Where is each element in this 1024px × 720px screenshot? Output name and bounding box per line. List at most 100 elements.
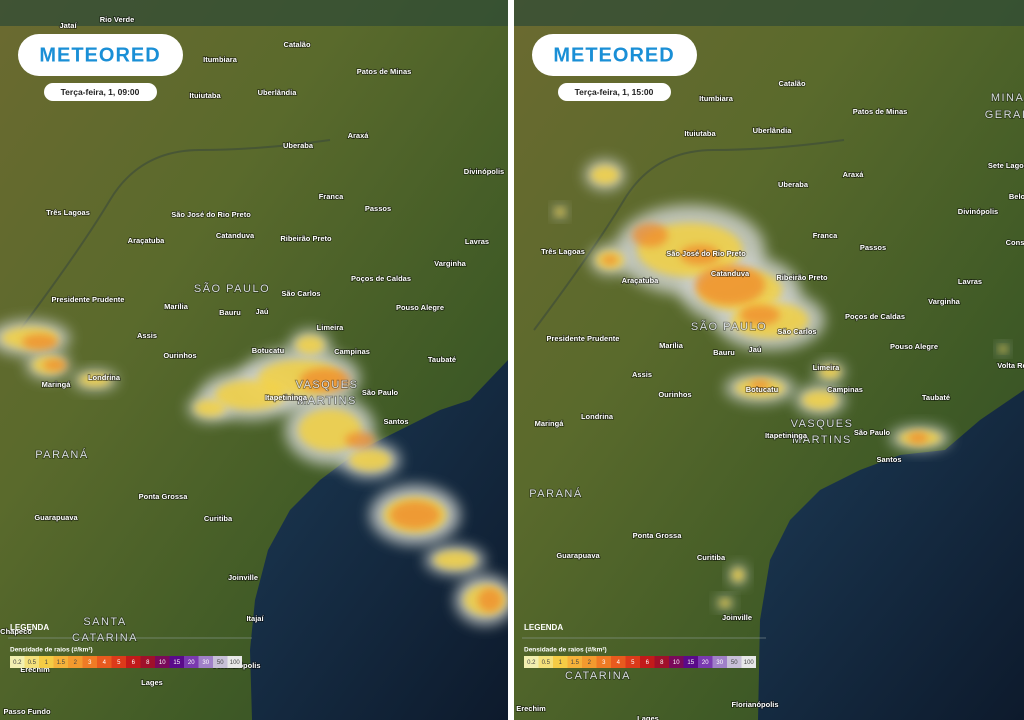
storm-area: [349, 449, 391, 471]
storm-area: [79, 374, 111, 386]
legend-title: LEGENDA: [10, 623, 49, 632]
place-label: Assis: [632, 370, 652, 379]
logo-pill: [18, 34, 183, 76]
place-label: Cons: [1006, 238, 1024, 247]
place-label: Londrina: [88, 373, 121, 382]
legend-swatch: [82, 656, 97, 668]
place-label: Jaú: [256, 307, 269, 316]
map-panel: MINAS GERAIS SÃO PAULO VASQUES MARTINS PARANÁ…: [514, 0, 1024, 720]
legend-value: 6: [646, 660, 650, 666]
place-label: Divinópolis: [958, 207, 998, 216]
place-label: Guarapuava: [34, 513, 78, 522]
place-label: Santos: [383, 417, 408, 426]
panel-divider: [508, 0, 514, 720]
legend-swatch: [596, 656, 611, 668]
legend-swatch: [582, 656, 597, 668]
storm-core: [300, 368, 350, 392]
legend-value: 6: [132, 660, 136, 666]
place-label: Bauru: [219, 308, 241, 317]
legend-swatch: [140, 656, 155, 668]
place-label: Assis: [137, 331, 157, 340]
legend-swatch: [68, 656, 83, 668]
legend-swatch: [611, 656, 626, 668]
region-label: MINAS: [991, 92, 1024, 104]
legend-value: 3: [88, 660, 92, 666]
place-label: Maringá: [42, 380, 72, 389]
place-label: Patos de Minas: [853, 107, 908, 116]
place-label: São José do Rio Preto: [666, 249, 746, 258]
place-label: Pouso Alegre: [890, 342, 938, 351]
legend-swatch: [538, 656, 553, 668]
legend-swatch: [39, 656, 54, 668]
place-label: Catalão: [283, 40, 311, 49]
place-label: Guarapuava: [556, 551, 600, 560]
place-label: Uberaba: [778, 180, 809, 189]
place-label: Uberlândia: [258, 88, 298, 97]
legend-value: 30: [716, 660, 723, 666]
place-label: São José do Rio Preto: [171, 210, 251, 219]
legend-value: 10: [673, 660, 680, 666]
place-label: Botucatu: [252, 346, 285, 355]
place-label: Ribeirão Preto: [776, 273, 828, 282]
place-label: Varginha: [928, 297, 961, 306]
place-label: Ponta Grossa: [633, 531, 683, 540]
place-label: São Carlos: [281, 289, 320, 298]
place-label: Belo: [1009, 192, 1024, 201]
place-label: São Carlos: [777, 327, 816, 336]
storm-core: [740, 305, 780, 325]
place-label: Santos: [876, 455, 901, 464]
place-label: Itumbiara: [699, 94, 734, 103]
place-label: Varginha: [434, 259, 467, 268]
place-label: Londrina: [581, 412, 614, 421]
place-label: Lages: [637, 714, 659, 720]
region-label: PARANÁ: [529, 487, 582, 500]
storm-core: [602, 255, 618, 265]
ocean: [250, 360, 508, 720]
storm-area: [732, 569, 744, 581]
legend-value: 10: [159, 660, 166, 666]
storm-core: [22, 334, 58, 350]
time-pill: [44, 83, 157, 101]
place-label: Presidente Prudente: [52, 295, 125, 304]
legend-value: 4: [103, 660, 107, 666]
storm-area: [999, 346, 1007, 352]
place-label: Catalão: [778, 79, 806, 88]
place-label: Ituiutaba: [684, 129, 716, 138]
storm-core: [345, 432, 375, 448]
legend-swatch: [712, 656, 727, 668]
timestamp: Terça-feira, 1, 15:00: [575, 87, 654, 97]
place-label: Catanduva: [216, 231, 255, 240]
land-tint: [514, 0, 1024, 26]
place-label: Uberaba: [283, 141, 314, 150]
storm-area: [194, 399, 226, 417]
storm-core: [750, 380, 770, 390]
storm-area: [215, 380, 285, 410]
place-label: Rio Verde: [100, 15, 135, 24]
legend-swatch: [169, 656, 184, 668]
legend-value: 30: [202, 660, 209, 666]
place-label: Uberlândia: [753, 126, 793, 135]
brand-logo: METEORED: [39, 44, 160, 66]
legend-value: 100: [230, 660, 241, 666]
legend-value: 15: [173, 660, 180, 666]
storm-area: [802, 391, 838, 409]
legend-swatch: [97, 656, 112, 668]
legend-value: 4: [617, 660, 621, 666]
place-label: Presidente Prudente: [547, 334, 620, 343]
storm-core: [478, 588, 502, 612]
place-label: Jaú: [749, 345, 762, 354]
place-label: Lavras: [958, 277, 982, 286]
region-label: SÃO PAULO: [691, 320, 767, 333]
legend-swatch: [698, 656, 713, 668]
place-label: Itumbiara: [203, 55, 238, 64]
legend-swatch: [184, 656, 199, 668]
legend-swatch: [727, 656, 742, 668]
place-label: Campinas: [334, 347, 370, 356]
legend-value: 2: [74, 660, 78, 666]
legend-value: 8: [660, 660, 664, 666]
legend-value: 100: [744, 660, 755, 666]
storm-core: [680, 245, 720, 265]
river: [533, 139, 845, 331]
place-label: Ourinhos: [163, 351, 196, 360]
